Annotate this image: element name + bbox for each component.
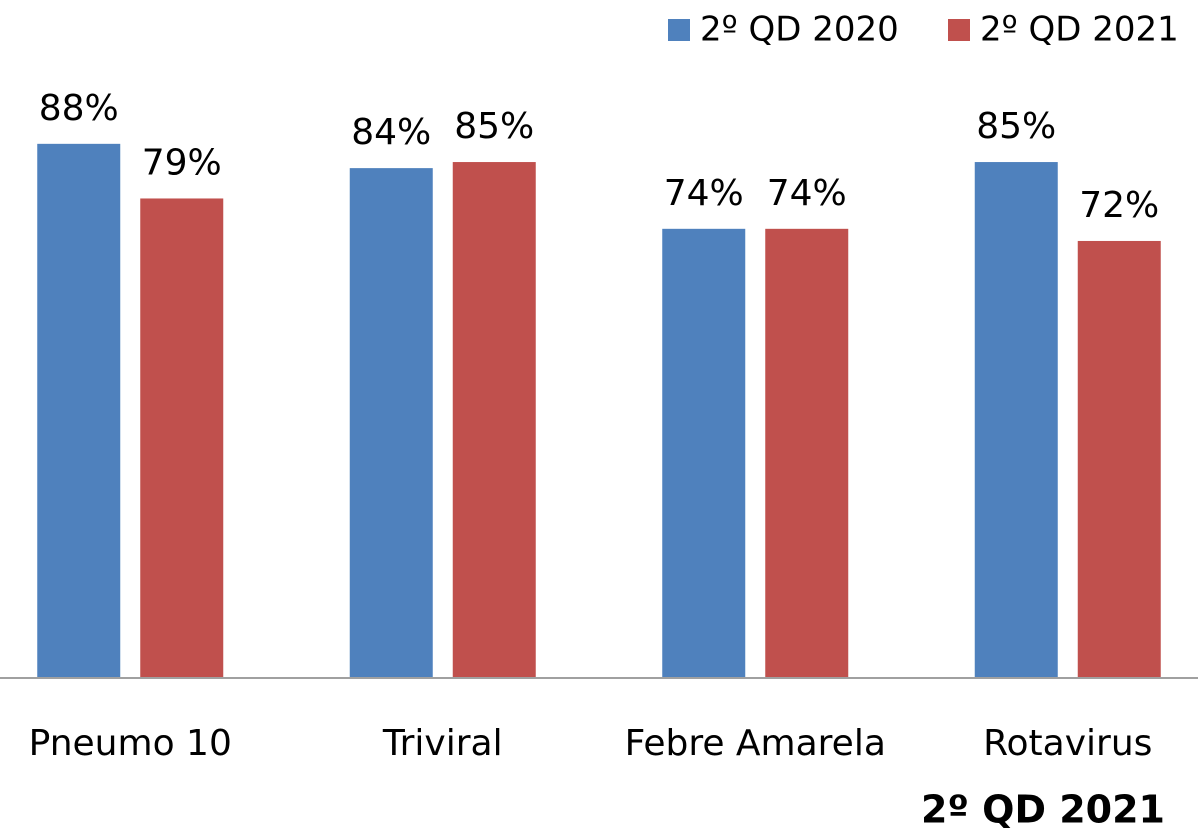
- value-label: 84%: [351, 112, 431, 153]
- value-label: 88%: [39, 88, 119, 129]
- value-label: 79%: [142, 142, 222, 183]
- bar: [140, 198, 224, 678]
- bar: [349, 168, 433, 678]
- legend-swatch: [948, 19, 970, 41]
- value-label: 74%: [767, 173, 847, 214]
- bar: [37, 143, 121, 679]
- value-label: 85%: [976, 106, 1056, 147]
- value-label: 85%: [454, 106, 534, 147]
- bar: [1077, 240, 1161, 678]
- legend-label: 2º QD 2021: [980, 10, 1179, 50]
- x-tick-label: Triviral: [382, 723, 503, 764]
- bar: [765, 228, 849, 678]
- x-tick-label: Febre Amarela: [625, 723, 886, 764]
- annotation: 2º QD 2021: [921, 788, 1165, 832]
- x-tick-label: Pneumo 10: [29, 723, 232, 764]
- bar: [452, 162, 536, 679]
- x-tick-label: Rotavirus: [983, 723, 1152, 764]
- legend-swatch: [668, 19, 690, 41]
- value-label: 72%: [1079, 185, 1159, 226]
- bar: [662, 228, 746, 678]
- bar: [974, 162, 1058, 679]
- value-label: 74%: [664, 173, 744, 214]
- legend-label: 2º QD 2020: [700, 10, 899, 50]
